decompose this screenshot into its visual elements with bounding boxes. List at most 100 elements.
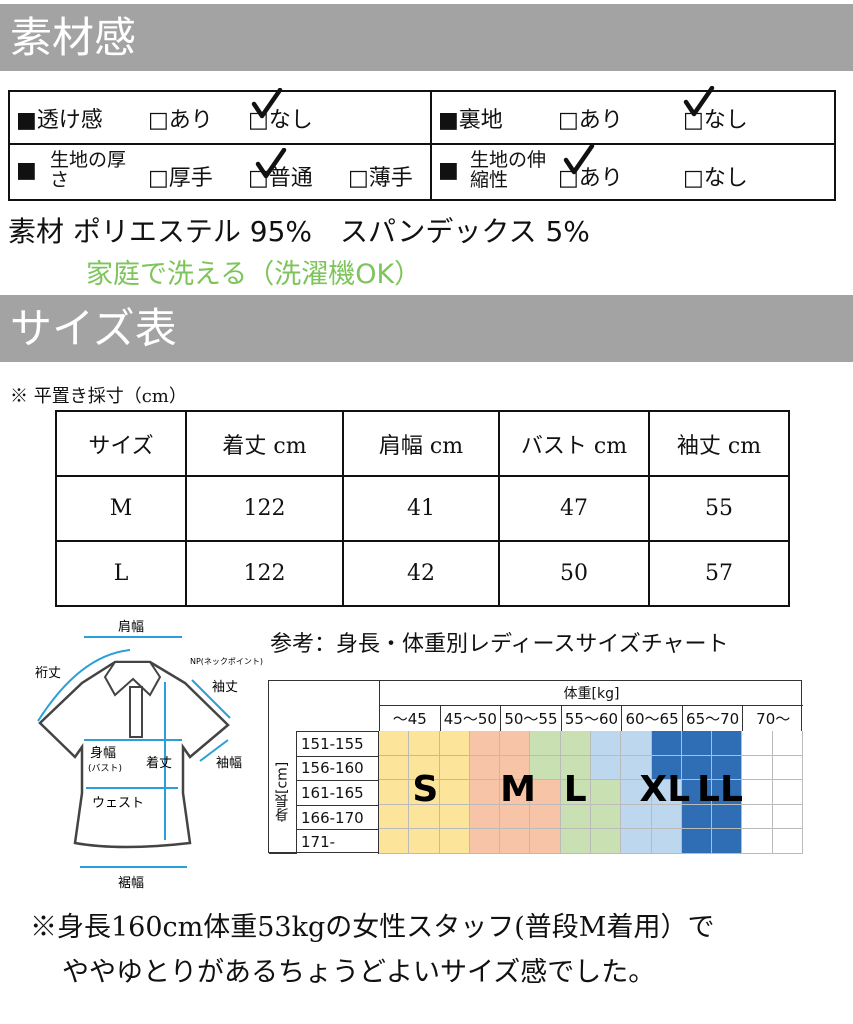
cell: 122 xyxy=(185,540,344,607)
grid-cell-s xyxy=(409,731,440,756)
cell: 47 xyxy=(498,475,650,542)
table-row: L 122 42 50 57 xyxy=(55,540,790,607)
header-cell: バスト cm xyxy=(498,410,650,477)
grid-cell-l xyxy=(560,731,591,756)
grid-cell-ll xyxy=(681,780,713,805)
grid-cell-s xyxy=(409,755,440,781)
cell: 55 xyxy=(648,475,790,542)
grid-cell-none xyxy=(772,755,803,781)
grid-cell-l xyxy=(591,804,622,830)
grid-cell-none xyxy=(772,804,803,830)
grid-cell-m xyxy=(500,829,531,854)
grid-cell-m xyxy=(500,780,531,805)
grid-cell-s xyxy=(439,829,470,854)
header-cell: 着丈 cm xyxy=(185,410,344,477)
grid-cell-s xyxy=(409,780,440,805)
grid-cell-ll xyxy=(651,731,682,756)
grid-cell-s xyxy=(439,755,470,781)
grid-cell-xl xyxy=(621,755,652,781)
section-header-material: 素材感 xyxy=(0,4,853,71)
check-icon xyxy=(563,144,595,175)
chart-title: 参考：身長・体重別レディースサイズチャート xyxy=(270,632,729,657)
grid-cell-xl xyxy=(651,804,682,830)
grid-cell-none xyxy=(742,780,773,805)
grid-cell-ll xyxy=(681,755,713,781)
option: □あり xyxy=(148,108,213,133)
grid-cell-ll xyxy=(712,829,743,854)
label: 着丈 xyxy=(146,755,172,771)
grid-cell-m xyxy=(469,804,501,830)
label: (バスト) xyxy=(88,763,122,774)
feature-label-sheer: ■透け感 xyxy=(16,108,103,133)
grid-cell-ll xyxy=(712,755,743,781)
grid-cell-l xyxy=(560,829,591,854)
size-label-l: L xyxy=(563,769,587,811)
cell: 50 xyxy=(498,540,650,607)
grid-cell-l xyxy=(560,780,591,805)
size-label-m: M xyxy=(500,769,536,811)
grid-cell-m xyxy=(469,829,501,854)
cell: L xyxy=(55,540,187,607)
grid-cell-s xyxy=(409,829,440,854)
cell: 42 xyxy=(342,540,500,607)
grid-cell-m xyxy=(469,780,501,805)
size-chart-grid: 体重[kg] ～45 45～50 50～55 55～60 60～65 65～70 70～ 身長[… xyxy=(268,680,803,854)
check-icon xyxy=(251,88,283,119)
cell: 57 xyxy=(648,540,790,607)
cell: 122 xyxy=(185,475,344,542)
height-range: 171- xyxy=(296,829,379,854)
table-row: M 122 41 47 55 xyxy=(55,475,790,542)
weight-range: 65～70 xyxy=(681,706,743,731)
grid-cell-l xyxy=(591,780,622,805)
check-icon xyxy=(683,86,715,117)
feature-label-lining: ■裏地 xyxy=(438,108,503,133)
label: 袖丈 xyxy=(212,680,238,695)
grid-cell-l xyxy=(560,755,591,781)
label: 肩幅 xyxy=(118,619,144,635)
grid-cell-none xyxy=(772,780,803,805)
cell: M xyxy=(55,475,187,542)
header-cell: 肩幅 cm xyxy=(342,410,500,477)
grid-cell-xl xyxy=(621,804,652,830)
grid-cell-ll xyxy=(681,731,713,756)
grid-cell-xl xyxy=(621,780,652,805)
grid-cell-m xyxy=(500,804,531,830)
label: 裾幅 xyxy=(118,876,144,891)
grid-cell-l xyxy=(530,755,561,781)
option: □普通 xyxy=(248,166,313,191)
grid-cell-s xyxy=(409,804,440,830)
cell: 41 xyxy=(342,475,500,542)
grid-cell-s xyxy=(439,780,470,805)
grid-cell-xl xyxy=(651,780,682,805)
grid-cell-s xyxy=(379,731,410,756)
option: □なし xyxy=(683,166,748,191)
label: 身幅 xyxy=(90,745,116,761)
grid-cell-s xyxy=(379,829,410,854)
washable-text: 家庭で洗える（洗濯機OK） xyxy=(86,259,422,290)
material-text: 素材 ポリエステル 95% スパンデックス 5% xyxy=(8,215,590,248)
size-label-s: S xyxy=(412,769,439,811)
grid-cell-m xyxy=(500,731,531,756)
height-range: 156-160 xyxy=(296,755,379,781)
grid-cell-xl xyxy=(651,829,682,854)
feature-label-stretch: 生地の伸縮性 xyxy=(470,149,547,191)
grid-cell-s xyxy=(379,804,410,830)
weight-range: 70～ xyxy=(742,706,803,731)
divider xyxy=(10,143,834,145)
weight-range: 60～65 xyxy=(621,706,682,731)
option: □あり xyxy=(558,166,623,191)
divider xyxy=(430,92,432,199)
label: 裄丈 xyxy=(35,666,61,681)
grid-cell-l xyxy=(560,804,591,830)
grid-cell-ll xyxy=(681,829,713,854)
height-range: 166-170 xyxy=(296,804,379,830)
grid-cell-none xyxy=(772,829,803,854)
grid-cell-xl xyxy=(591,755,622,781)
grid-cell-none xyxy=(742,829,773,854)
grid-cell-m xyxy=(530,804,561,830)
option: □あり xyxy=(558,108,623,133)
grid-cell-ll xyxy=(712,780,743,805)
grid-cell-none xyxy=(772,731,803,756)
grid-cell-m xyxy=(530,829,561,854)
footer-line-1: ※身長160cm体重53kgの女性スタッフ(普段M着用）で xyxy=(30,912,715,943)
